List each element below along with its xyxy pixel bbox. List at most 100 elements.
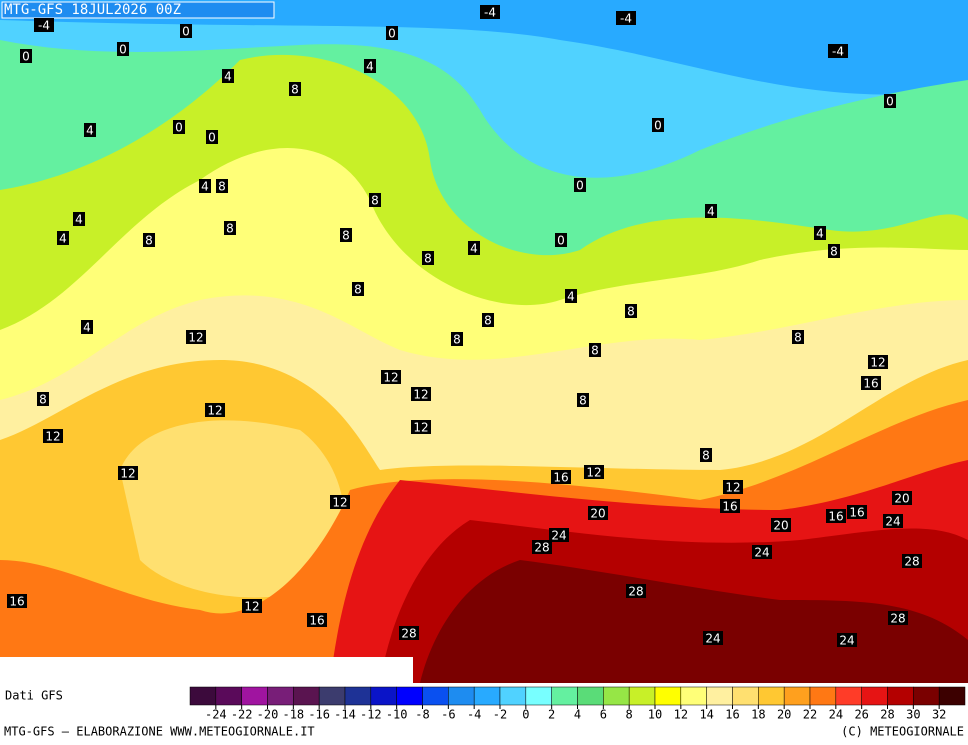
contour-label-bg — [555, 233, 567, 247]
contour-label-bg — [411, 420, 431, 434]
colorbar-cell — [783, 686, 811, 706]
contour-label: 16 — [309, 614, 324, 628]
contour-label: 8 — [371, 194, 379, 208]
contour-label: 12 — [870, 356, 885, 370]
contour-label-bg — [884, 94, 896, 108]
colorbar-tick-label: 2 — [548, 708, 555, 722]
colorbar-cell — [344, 686, 372, 706]
contour-label: 16 — [9, 595, 24, 609]
footer-right: (C) METEOGIORNALE — [841, 725, 964, 739]
contour-label: 4 — [83, 321, 91, 335]
contour-label: 4 — [86, 124, 94, 138]
contour-label-bg — [43, 429, 63, 443]
contour-label-bg — [625, 304, 637, 318]
colorbar-tick-label: 20 — [777, 708, 791, 722]
colorbar-cell — [706, 686, 733, 706]
colorbar-tick-label: -4 — [467, 708, 481, 722]
contour-label: 16 — [863, 377, 878, 391]
footer-left: MTG-GFS — ELABORAZIONE WWW.METEOGIORNALE… — [4, 725, 315, 739]
contour-label-bg — [828, 244, 840, 258]
contour-label: 0 — [557, 234, 565, 248]
colorbar-cell — [680, 686, 707, 706]
contour-label: 16 — [722, 500, 737, 514]
colorbar-cell — [835, 686, 862, 706]
contour-label: 24 — [839, 634, 854, 648]
contour-label-bg — [574, 178, 586, 192]
contour-label-bg — [118, 466, 138, 480]
colorbar-tick-label: -6 — [441, 708, 455, 722]
contour-label: 12 — [725, 481, 740, 495]
contour-label: 8 — [291, 83, 299, 97]
contour-label: 4 — [707, 205, 715, 219]
contour-label: 0 — [22, 50, 30, 64]
contour-label: 4 — [470, 242, 478, 256]
colorbar-cell — [215, 686, 242, 706]
contour-label-bg — [369, 193, 381, 207]
contour-label: 28 — [628, 585, 643, 599]
colorbar-cell — [473, 686, 501, 706]
contour-label: 8 — [794, 331, 802, 345]
contour-label-bg — [399, 626, 419, 640]
contour-label-bg — [180, 24, 192, 38]
contour-label-bg — [480, 5, 500, 19]
contour-label-bg — [549, 528, 569, 542]
colorbar-tick-label: 12 — [674, 708, 688, 722]
contour-label: 20 — [894, 492, 909, 506]
colorbar-tick-label: -20 — [257, 708, 279, 722]
contour-label: 8 — [484, 314, 492, 328]
contour-label-bg — [186, 330, 206, 344]
colorbar-tick-label: -24 — [205, 708, 227, 722]
colorbar-cell — [396, 686, 423, 706]
colorbar-cell — [267, 686, 294, 706]
contour-label: 0 — [175, 121, 183, 135]
contour-label-bg — [703, 631, 723, 645]
colorbar-cell — [525, 686, 552, 706]
colorbar-cell — [422, 686, 449, 706]
colorbar-tick-label: 0 — [522, 708, 529, 722]
contour-label-bg — [883, 514, 903, 528]
contour-label: 8 — [354, 283, 362, 297]
colorbar-tick-label: 32 — [932, 708, 946, 722]
colorbar-cell — [732, 686, 759, 706]
contour-label: 12 — [332, 496, 347, 510]
contour-label-bg — [411, 387, 431, 401]
contour-label: 8 — [39, 393, 47, 407]
contour-label: 12 — [207, 404, 222, 418]
contour-label-bg — [888, 611, 908, 625]
contour-label-bg — [532, 540, 552, 554]
colorbar-cell — [370, 686, 397, 706]
colorbar-cell — [293, 686, 320, 706]
contour-label-bg — [81, 320, 93, 334]
colorbar-tick-label: -2 — [493, 708, 507, 722]
colorbar-cell — [758, 686, 785, 706]
cold-region — [0, 0, 968, 95]
colorbar-cell — [189, 686, 217, 706]
contour-label-bg — [584, 465, 604, 479]
colorbar-tick-label: 16 — [725, 708, 739, 722]
contour-label: 0 — [886, 95, 894, 109]
contour-label-bg — [616, 11, 636, 25]
contour-label-bg — [117, 42, 129, 56]
colorbar-tick-label: 24 — [829, 708, 843, 722]
contour-label-bg — [340, 228, 352, 242]
colorbar-cell — [603, 686, 630, 706]
contour-label: -4 — [38, 19, 50, 33]
colorbar-tick-label: -22 — [231, 708, 253, 722]
contour-label: 20 — [590, 507, 605, 521]
contour-label: 4 — [567, 290, 575, 304]
contour-label: 8 — [342, 229, 350, 243]
contour-label-bg — [771, 518, 791, 532]
contour-label-bg — [34, 18, 54, 32]
colorbar-tick-label: 14 — [699, 708, 713, 722]
contour-label: 20 — [773, 519, 788, 533]
colorbar-cell — [938, 686, 966, 706]
colorbar-tick-label: 30 — [906, 708, 920, 722]
contour-label: 28 — [534, 541, 549, 555]
contour-label-bg — [242, 599, 262, 613]
contour-label: 12 — [413, 388, 428, 402]
contour-label-bg — [588, 506, 608, 520]
colorbar-tick-label: 18 — [751, 708, 765, 722]
contour-label-bg — [589, 343, 601, 357]
contour-label-bg — [652, 118, 664, 132]
